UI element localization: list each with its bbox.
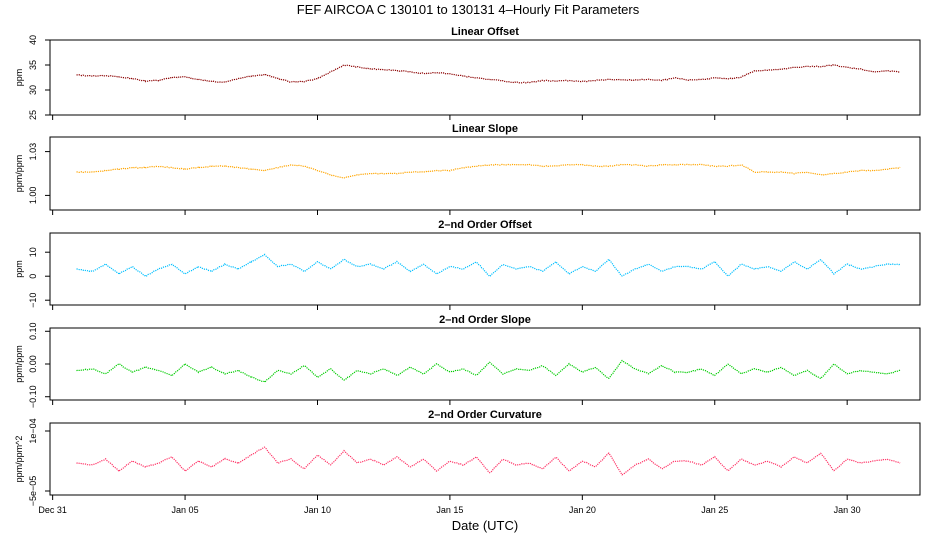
- y-axis-label: ppm: [14, 69, 24, 87]
- y-tick-label: 25: [28, 110, 38, 120]
- panel-frame: [49, 327, 921, 401]
- y-tick-label: 1.03: [28, 143, 38, 161]
- panel-title: Linear Offset: [451, 26, 519, 38]
- y-tick-label: 1e−04: [28, 418, 38, 443]
- x-tick-label: Jan 20: [569, 505, 596, 515]
- y-axis-label: ppm: [14, 260, 24, 278]
- y-axis-label: ppm/ppm: [14, 155, 24, 193]
- y-tick-label: 1.00: [28, 187, 38, 205]
- panel-1: Linear Offset ppm 25 30 35 40: [14, 26, 921, 120]
- panel-5: 2–nd Order Curvature ppm/ppm^2 −5e−05 1e−04: [14, 409, 921, 507]
- panel-frame: [49, 39, 921, 116]
- panel-4: 2–nd Order Slope ppm/ppm −0.10 0.00 0.10: [14, 314, 921, 408]
- x-axis-label: Date (UTC): [451, 518, 519, 533]
- data-series: [76, 359, 901, 384]
- data-series: [76, 64, 901, 84]
- page-title: FEF AIRCOA C 130101 to 130131 4–Hourly F…: [296, 2, 640, 17]
- y-tick-label: 10: [28, 247, 38, 257]
- y-tick-label: 0.00: [28, 355, 38, 373]
- y-axis-label: ppm/ppm^2: [14, 436, 24, 483]
- panel-title: 2–nd Order Curvature: [428, 409, 542, 421]
- x-tick-label: Jan 10: [304, 505, 331, 515]
- y-tick-label: 30: [28, 85, 38, 95]
- panel-frame: [49, 136, 921, 211]
- x-tick-label: Dec 31: [38, 505, 67, 515]
- x-tick-label: Jan 05: [172, 505, 199, 515]
- y-tick-label: 40: [28, 35, 38, 45]
- panel-frame: [49, 422, 921, 496]
- data-series: [76, 163, 901, 179]
- y-tick-label: 0.10: [28, 323, 38, 341]
- panel-3: 2–nd Order Offset ppm −10 0 10: [14, 219, 921, 310]
- y-tick-label: −5e−05: [28, 476, 38, 507]
- panel-title: Linear Slope: [452, 123, 518, 135]
- panel-title: 2–nd Order Slope: [439, 314, 531, 326]
- x-tick-label: Jan 15: [436, 505, 463, 515]
- x-tick-label: Jan 30: [834, 505, 861, 515]
- data-series: [76, 253, 901, 278]
- x-tick-label: Jan 25: [701, 505, 728, 515]
- panel-title: 2–nd Order Offset: [438, 219, 532, 231]
- y-tick-label: 0: [28, 274, 38, 279]
- y-tick-label: −0.10: [28, 385, 38, 408]
- panel-2: Linear Slope ppm/ppm 1.00 1.03: [14, 123, 921, 215]
- panel-frame: [49, 232, 921, 306]
- data-series: [76, 446, 901, 476]
- y-tick-label: 35: [28, 60, 38, 70]
- y-axis-label: ppm/ppm: [14, 345, 24, 383]
- y-tick-label: −10: [28, 293, 38, 308]
